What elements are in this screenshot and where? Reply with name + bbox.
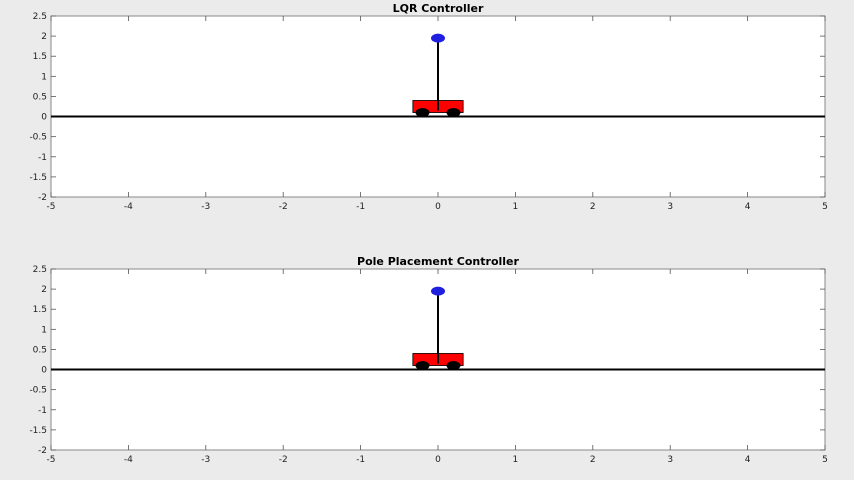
left-wheel	[415, 108, 430, 118]
x-tick-label: -2	[279, 455, 288, 465]
right-wheel	[446, 361, 461, 371]
x-tick-label: 1	[513, 455, 519, 465]
x-tick-label: 1	[513, 202, 519, 212]
y-tick-label: -2	[38, 446, 47, 456]
y-tick-label: 0.5	[33, 345, 47, 355]
y-tick-label: 2.5	[33, 265, 47, 275]
y-tick-label: 2.5	[33, 12, 47, 22]
y-tick-label: -2	[38, 193, 47, 203]
x-tick-label: -4	[124, 202, 133, 212]
y-tick-label: 0	[41, 366, 47, 376]
y-tick-label: 2	[41, 285, 47, 295]
y-tick-label: 2	[41, 32, 47, 42]
axes-title: Pole Placement Controller	[357, 255, 519, 268]
x-tick-label: -3	[201, 455, 210, 465]
x-tick-label: 0	[435, 455, 441, 465]
x-tick-label: 4	[745, 202, 751, 212]
x-tick-label: -1	[356, 202, 365, 212]
y-tick-label: 1	[41, 72, 47, 82]
y-tick-label: 1	[41, 325, 47, 335]
axes-1: LQR Controller -5 -4 -3 -2 -1 0 1 2 3 4 5 -2 -1.5 -1 -0…	[29, 2, 827, 212]
y-tick-label: -0.5	[29, 386, 47, 396]
x-tick-label: -2	[279, 202, 288, 212]
axes-2: Pole Placement Controller -5 -4 -3 -2 -1 0 1 2 3 4…	[29, 255, 827, 465]
x-tick-label: 0	[435, 202, 441, 212]
y-tick-label: -0.5	[29, 133, 47, 143]
pendulum-bob	[431, 33, 445, 43]
x-tick-label: -5	[47, 455, 56, 465]
y-tick-label: -1.5	[29, 173, 47, 183]
x-tick-label: 3	[667, 202, 673, 212]
y-tick-label: 0.5	[33, 92, 47, 102]
x-tick-label: -5	[47, 202, 56, 212]
x-tick-label: 3	[667, 455, 673, 465]
left-wheel	[415, 361, 430, 371]
x-tick-label: 2	[590, 455, 596, 465]
right-wheel	[446, 108, 461, 118]
y-tick-label: -1.5	[29, 426, 47, 436]
y-tick-label: 1.5	[33, 305, 47, 315]
x-tick-label: -4	[124, 455, 133, 465]
pendulum-bob	[431, 286, 445, 296]
y-tick-label: 1.5	[33, 52, 47, 62]
y-tick-label: -1	[38, 406, 47, 416]
x-tick-label: 5	[822, 202, 828, 212]
x-tick-label: 5	[822, 455, 828, 465]
x-tick-label: -3	[201, 202, 210, 212]
x-tick-label: 4	[745, 455, 751, 465]
y-tick-label: -1	[38, 153, 47, 163]
x-tick-label: -1	[356, 455, 365, 465]
y-tick-label: 0	[41, 113, 47, 123]
axes-title: LQR Controller	[393, 2, 484, 15]
x-tick-label: 2	[590, 202, 596, 212]
